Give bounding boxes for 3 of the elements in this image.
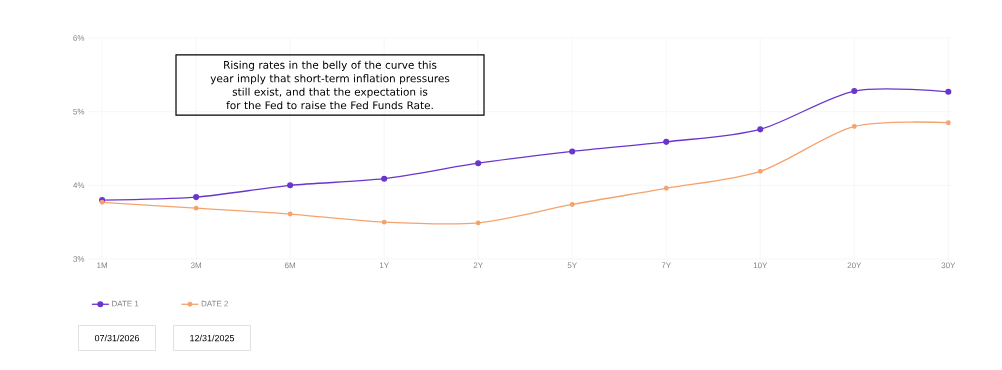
text: 07/31/2026	[94, 334, 140, 342]
annotation: Rising rates in the belly of the curve this year imply that short-term inflation pressures still exist, and that the expectation is for the Fed to raise the Fed Funds Rate.	[210, 60, 450, 110]
text: 12/31/2025	[190, 334, 235, 342]
